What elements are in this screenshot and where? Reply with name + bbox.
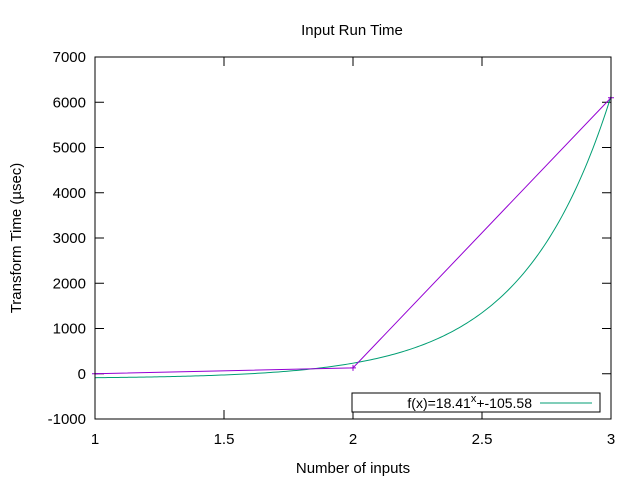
x-axis-label: Number of inputs [296, 460, 410, 477]
legend-box [351, 392, 601, 413]
data-line [94, 97, 612, 375]
y-tick-label: 2000 [53, 275, 86, 292]
x-tick-label: 1.5 [214, 431, 235, 448]
plot-frame [94, 56, 612, 420]
data-point [350, 364, 356, 371]
series-layer [92, 94, 614, 379]
y-axis-label: Transform Time (µsec) [8, 163, 25, 314]
y-tick-label: 7000 [53, 49, 86, 66]
fit-curve [94, 96, 612, 379]
y-tick-label: 5000 [53, 140, 86, 157]
legend-label: f(x)=18.41x+-105.58 [407, 393, 532, 411]
x-tick-label: 2 [349, 431, 357, 448]
x-tick-label: 2.5 [472, 431, 493, 448]
y-tick-label: 6000 [53, 94, 86, 111]
y-tick-label: 4000 [53, 185, 86, 202]
y-tick-label: 1000 [53, 321, 86, 338]
chart-title: Input Run Time [301, 22, 403, 39]
axis-ticks: -1000 0 1000 2000 3000 4000 5000 6000 7000 1 1.5 2 2… [48, 49, 616, 448]
y-tick-label: 0 [78, 366, 86, 383]
x-tick-label: 1 [91, 431, 99, 448]
y-tick-label: 3000 [53, 230, 86, 247]
x-tick-label: 3 [607, 431, 615, 448]
legend: f(x)=18.41x+-105.58 [351, 392, 601, 413]
y-tick-label: -1000 [48, 411, 86, 428]
